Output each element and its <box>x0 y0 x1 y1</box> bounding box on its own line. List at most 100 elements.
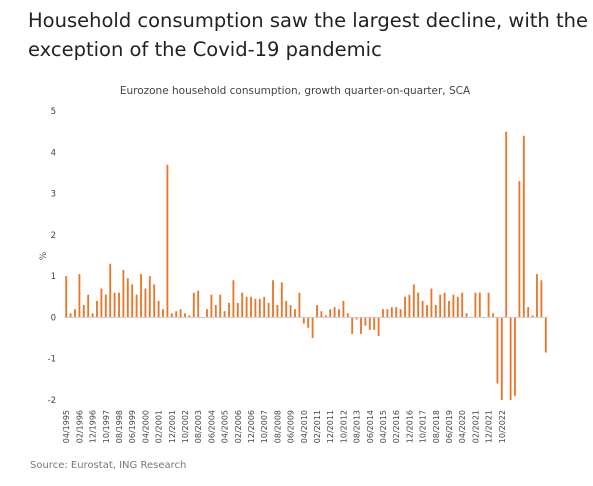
bar <box>122 269 125 318</box>
bar <box>426 305 428 318</box>
bar <box>175 311 178 318</box>
x-tick-label: 08/2018 <box>432 410 441 443</box>
bar <box>324 315 327 318</box>
bar <box>131 284 134 318</box>
bar <box>408 294 411 318</box>
headline: Household consumption saw the largest de… <box>28 9 588 61</box>
x-tick-label: 12/2011 <box>326 410 335 443</box>
bar <box>320 311 323 318</box>
bar <box>377 317 380 337</box>
x-tick-label: 10/2012 <box>339 410 348 443</box>
bar <box>496 317 499 384</box>
bar <box>276 305 279 318</box>
x-tick-label: 02/2011 <box>313 410 322 443</box>
bar <box>258 298 261 318</box>
bar <box>478 292 481 318</box>
bar <box>448 300 450 318</box>
y-axis-label: % <box>39 251 49 260</box>
bar <box>443 292 446 318</box>
x-tick-label: 06/2019 <box>445 410 454 443</box>
bar <box>514 317 516 396</box>
bar <box>540 280 543 318</box>
bar <box>430 288 433 318</box>
x-tick-label: 04/2005 <box>221 410 230 443</box>
bar <box>346 313 349 318</box>
source-note: Source: Eurostat, ING Research <box>30 460 187 471</box>
x-tick-label: 04/2000 <box>141 410 150 443</box>
bar <box>126 278 129 318</box>
bar <box>395 307 398 318</box>
x-tick-label: 02/2001 <box>155 410 164 443</box>
bar <box>285 300 288 318</box>
x-tick-label: 10/2007 <box>260 410 269 443</box>
bar <box>289 305 292 318</box>
bar <box>373 317 376 330</box>
y-tick-label: 1 <box>51 272 56 282</box>
bar <box>364 317 367 326</box>
bar <box>386 309 389 318</box>
bar <box>157 300 160 318</box>
bar <box>522 135 525 318</box>
x-tick-label: 02/2016 <box>392 410 401 443</box>
bar <box>153 284 156 318</box>
bar <box>82 305 85 318</box>
bar <box>96 300 98 318</box>
bar <box>232 280 235 318</box>
y-tick-label: -2 <box>48 396 56 406</box>
bar <box>439 294 442 318</box>
bar <box>267 302 270 318</box>
bar <box>69 313 72 318</box>
bar <box>179 309 182 318</box>
bar <box>474 292 477 318</box>
bar <box>170 313 173 318</box>
bar <box>144 288 147 318</box>
bar <box>316 305 318 318</box>
x-tick-label: 04/2020 <box>458 410 467 443</box>
bar <box>280 282 283 318</box>
bar <box>245 296 248 318</box>
bar <box>456 296 459 318</box>
y-tick-label: 3 <box>51 190 56 200</box>
bar <box>329 309 332 318</box>
bar <box>294 309 296 318</box>
bar <box>518 181 521 318</box>
bar <box>505 131 508 318</box>
y-tick-label: -1 <box>48 355 56 365</box>
bar <box>434 305 437 318</box>
bar <box>162 309 164 318</box>
bar <box>184 313 186 318</box>
bar <box>135 294 138 318</box>
bar <box>368 317 371 330</box>
bar <box>461 292 464 318</box>
bar <box>360 317 362 334</box>
x-tick-label: 12/2016 <box>405 410 414 443</box>
x-tick-label: 10/2017 <box>419 410 428 443</box>
bar <box>311 317 314 339</box>
bar <box>500 317 503 400</box>
bar <box>307 317 310 328</box>
bar <box>272 280 274 318</box>
y-tick-label: 5 <box>51 107 56 117</box>
bar <box>351 317 354 334</box>
x-tick-label: 06/2009 <box>287 410 296 443</box>
x-tick-label: 10/2022 <box>498 410 507 443</box>
x-tick-label: 08/2003 <box>194 410 203 443</box>
bar <box>509 317 512 400</box>
bar <box>74 309 76 318</box>
bar <box>536 274 538 318</box>
bar <box>118 292 120 318</box>
bar <box>302 317 305 324</box>
bar <box>399 309 402 318</box>
bar <box>254 298 257 318</box>
x-tick-label: 04/1995 <box>62 410 71 443</box>
bar <box>223 311 226 318</box>
x-tick-label: 04/2010 <box>300 410 309 443</box>
bar <box>166 164 169 318</box>
bar <box>342 300 345 318</box>
bar <box>65 276 68 318</box>
bar <box>206 309 208 318</box>
bar <box>355 317 358 320</box>
bar <box>298 292 301 318</box>
bar <box>104 294 107 318</box>
bar <box>487 292 490 318</box>
